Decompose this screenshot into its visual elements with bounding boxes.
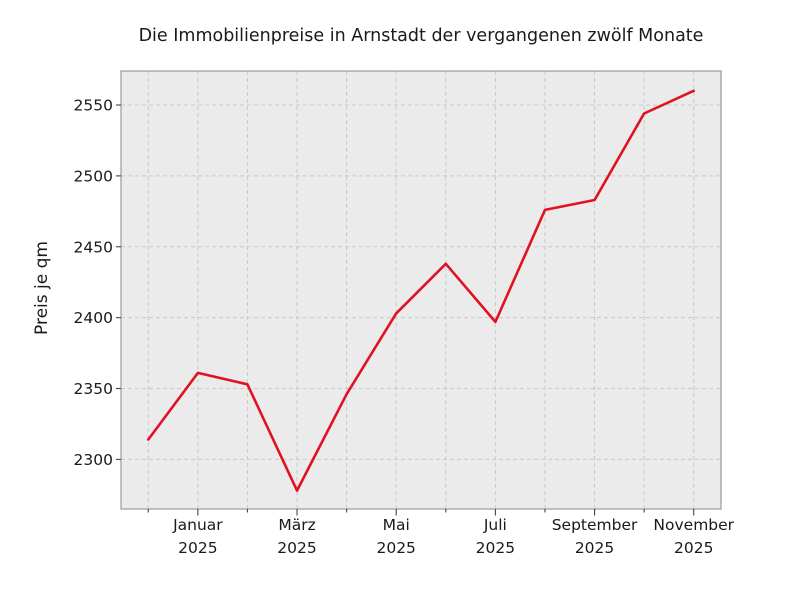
y-tick-label: 2550 (74, 97, 113, 115)
x-tick-label-year: 2025 (575, 539, 614, 557)
x-tick-label-year: 2025 (178, 539, 217, 557)
y-tick-label: 2500 (74, 167, 113, 185)
x-tick-label-month: September (552, 516, 638, 534)
price-line (147, 89, 696, 492)
x-tick-label-month: März (278, 516, 315, 534)
x-tick-label-year: 2025 (674, 539, 713, 557)
x-tick-label-year: 2025 (376, 539, 415, 557)
x-tick-label-month: November (653, 516, 734, 534)
x-tick-label-year: 2025 (277, 539, 316, 557)
x-tick-label-month: Januar (172, 516, 223, 534)
x-tick-label-year: 2025 (476, 539, 515, 557)
chart-title: Die Immobilienpreise in Arnstadt der ver… (138, 26, 704, 46)
y-tick-label: 2400 (74, 309, 113, 327)
y-tick-label: 2300 (74, 451, 113, 469)
y-tick-label: 2350 (74, 380, 113, 398)
plot-border (120, 70, 722, 510)
y-tick-label: 2450 (74, 238, 113, 256)
x-tick-label-month: Juli (483, 516, 507, 534)
x-tick-label-month: Mai (383, 516, 410, 534)
y-axis-label: Preis je qm (32, 241, 52, 335)
